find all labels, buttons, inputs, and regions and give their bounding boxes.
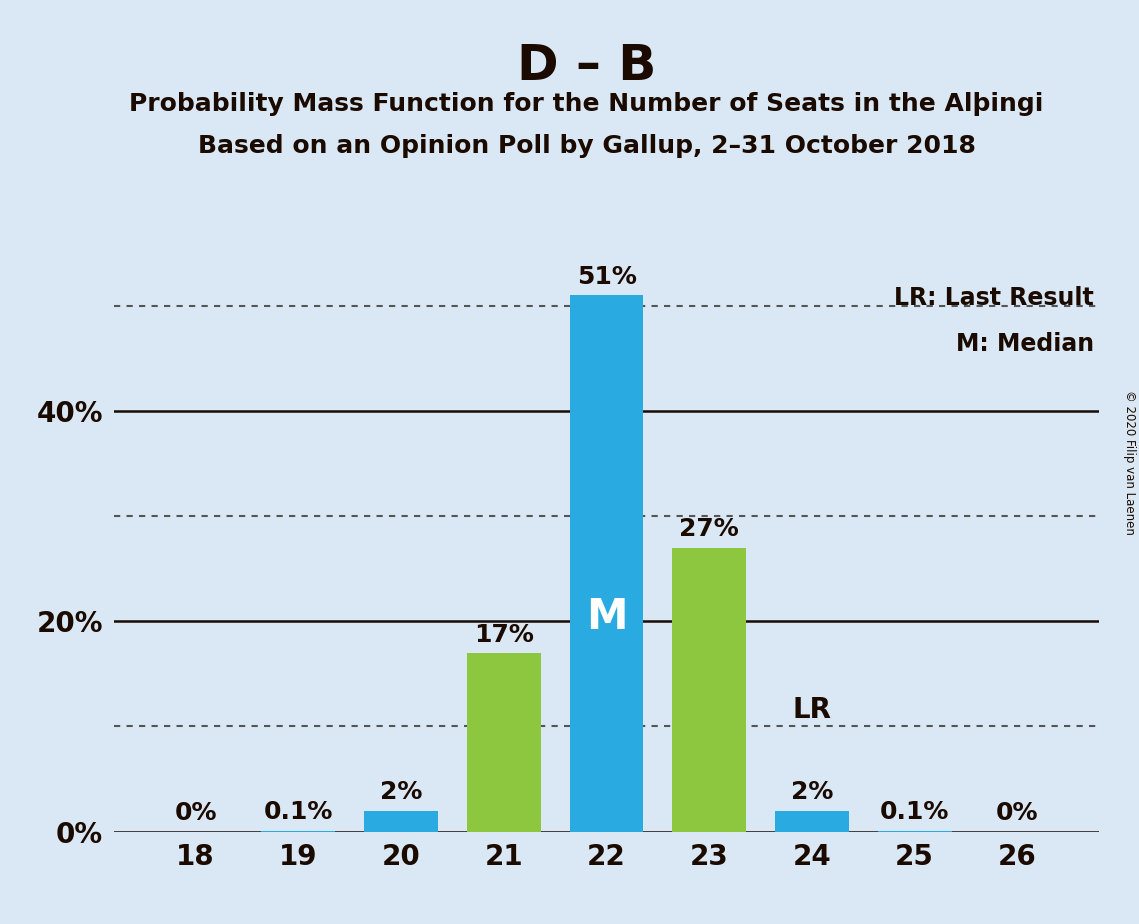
Text: © 2020 Filip van Laenen: © 2020 Filip van Laenen: [1123, 390, 1137, 534]
Text: 27%: 27%: [679, 517, 739, 541]
Text: D – B: D – B: [517, 42, 656, 90]
Text: 0.1%: 0.1%: [264, 800, 333, 824]
Text: 0.1%: 0.1%: [880, 800, 949, 824]
Text: 17%: 17%: [474, 623, 534, 647]
Bar: [775, 810, 849, 832]
Text: LR: LR: [793, 697, 831, 724]
Bar: [364, 810, 439, 832]
Bar: [261, 831, 335, 832]
Text: 0%: 0%: [997, 801, 1039, 825]
Bar: [672, 548, 746, 832]
Text: Probability Mass Function for the Number of Seats in the Alþingi: Probability Mass Function for the Number…: [130, 92, 1043, 116]
Text: 2%: 2%: [790, 780, 833, 804]
Text: M: M: [585, 596, 628, 638]
Text: 0%: 0%: [174, 801, 216, 825]
Text: 51%: 51%: [576, 265, 637, 289]
Bar: [878, 831, 952, 832]
Bar: [467, 653, 541, 832]
Text: 2%: 2%: [380, 780, 423, 804]
Text: M: Median: M: Median: [956, 332, 1095, 356]
Text: LR: Last Result: LR: Last Result: [894, 286, 1095, 310]
Bar: [570, 296, 644, 832]
Text: Based on an Opinion Poll by Gallup, 2–31 October 2018: Based on an Opinion Poll by Gallup, 2–31…: [198, 134, 975, 158]
